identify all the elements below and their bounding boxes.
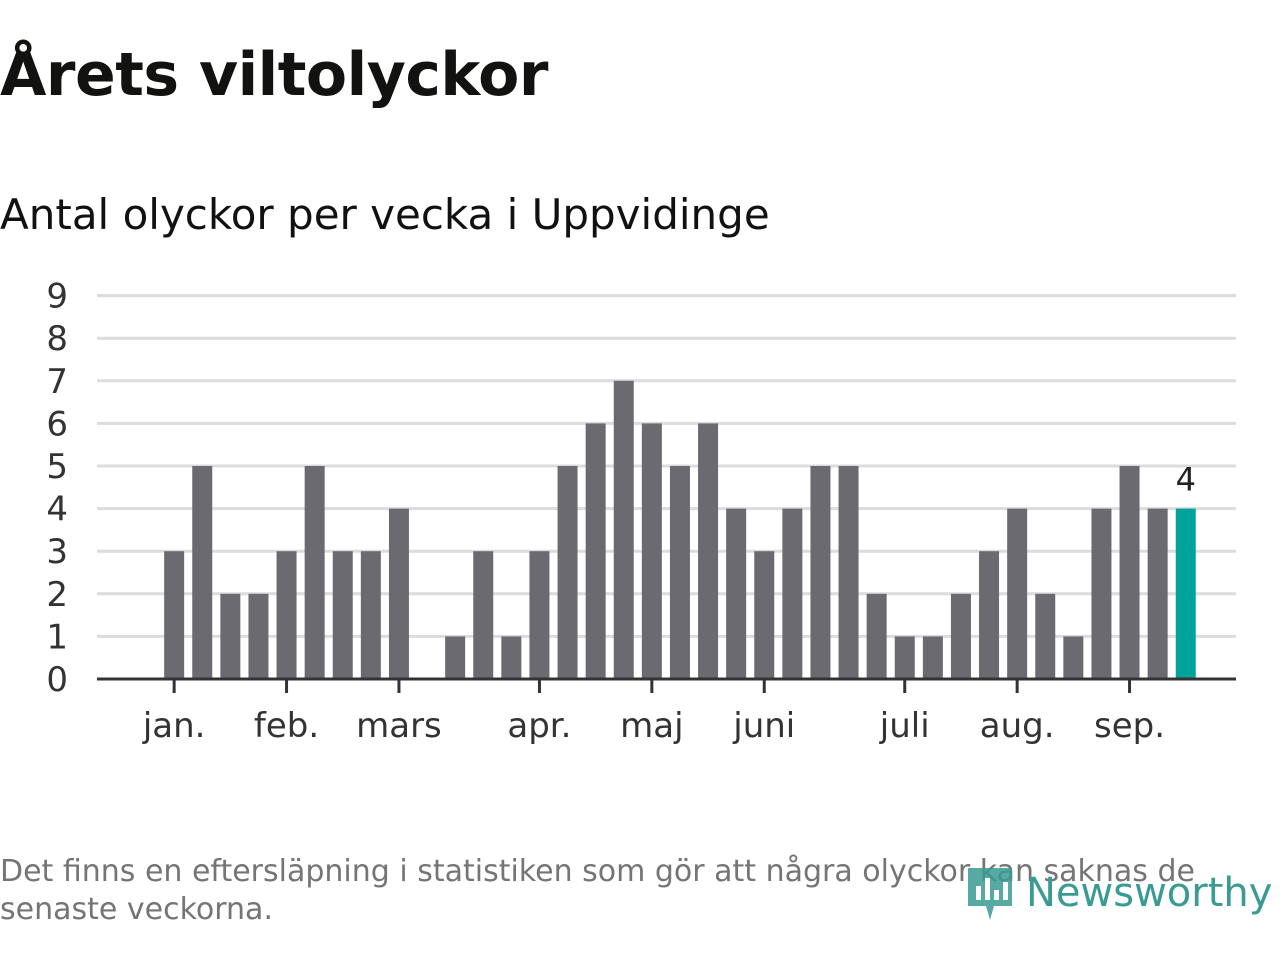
y-tick-label: 1 (46, 617, 68, 657)
x-tick-label: juli (879, 706, 930, 746)
y-tick-label: 8 (46, 319, 68, 359)
newsworthy-logo-icon (968, 868, 1012, 920)
bar (360, 551, 381, 679)
highlight-data-label: 4 (1176, 461, 1196, 499)
bar (669, 466, 690, 679)
x-axis (97, 677, 1236, 693)
bar (529, 551, 550, 679)
bar (557, 466, 578, 679)
bar (192, 466, 213, 679)
bar (388, 508, 409, 679)
x-tick-label: jan. (142, 706, 206, 746)
x-axis-labels: jan. feb. mars apr. maj juni juli aug. sep. (142, 706, 1165, 746)
bar (950, 593, 971, 679)
y-tick-label: 2 (46, 575, 68, 615)
bar (1063, 636, 1084, 679)
bar (922, 636, 943, 679)
y-tick-label: 6 (46, 404, 68, 444)
grid-lines (97, 294, 1236, 638)
bar (248, 593, 269, 679)
x-tick-label: maj (620, 706, 683, 746)
bar (304, 466, 325, 679)
x-tick-label: mars (356, 706, 442, 746)
bar (979, 551, 1000, 679)
y-tick-label: 0 (46, 660, 68, 700)
bar (726, 508, 747, 679)
bar (332, 551, 353, 679)
newsworthy-logo: Newsworthy (964, 862, 1272, 924)
bar (698, 423, 719, 679)
x-tick-label: apr. (507, 706, 571, 746)
bar (782, 508, 803, 679)
bar (866, 593, 887, 679)
bar (1119, 466, 1140, 679)
bar (894, 636, 915, 679)
bar (585, 423, 606, 679)
bar (473, 551, 494, 679)
bar (220, 593, 241, 679)
bars: 4 (164, 380, 1196, 679)
y-tick-label: 5 (46, 447, 68, 487)
chart-title: Årets viltolyckor (0, 40, 549, 110)
bar (164, 551, 185, 679)
bar (1035, 593, 1056, 679)
bar (754, 551, 775, 679)
bar (501, 636, 522, 679)
bar (1091, 508, 1112, 679)
y-tick-label: 7 (46, 362, 68, 402)
bar (276, 551, 297, 679)
bar (838, 466, 859, 679)
x-tick-label: aug. (980, 706, 1055, 746)
bar (613, 380, 634, 679)
x-tick-label: feb. (254, 706, 319, 746)
bar (445, 636, 466, 679)
bar (641, 423, 662, 679)
bar (1147, 508, 1168, 679)
y-tick-label: 3 (46, 532, 68, 572)
newsworthy-logo-text: Newsworthy (1026, 870, 1273, 916)
bar (810, 466, 831, 679)
chart-subtitle: Antal olyckor per vecka i Uppvidinge (0, 190, 770, 239)
y-tick-label: 4 (46, 490, 68, 530)
bar (1007, 508, 1028, 679)
x-tick-label: sep. (1094, 706, 1165, 746)
x-tick-label: juni (732, 706, 795, 746)
y-tick-label: 9 (46, 277, 68, 317)
highlight-bar (1175, 508, 1196, 679)
